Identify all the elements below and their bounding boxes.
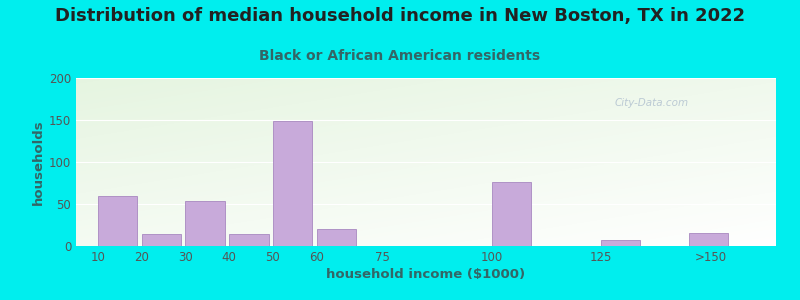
Bar — [689, 233, 728, 246]
Text: Distribution of median household income in New Boston, TX in 2022: Distribution of median household income … — [55, 8, 745, 26]
Bar — [601, 240, 640, 246]
Bar — [142, 234, 181, 246]
Text: Black or African American residents: Black or African American residents — [259, 50, 541, 64]
Bar — [98, 196, 138, 246]
Bar — [186, 201, 225, 246]
Text: City-Data.com: City-Data.com — [615, 98, 689, 108]
X-axis label: household income ($1000): household income ($1000) — [326, 268, 526, 281]
Bar — [229, 234, 269, 246]
Bar — [273, 121, 312, 246]
Y-axis label: households: households — [32, 119, 45, 205]
Bar — [317, 229, 356, 246]
Bar — [492, 182, 531, 246]
